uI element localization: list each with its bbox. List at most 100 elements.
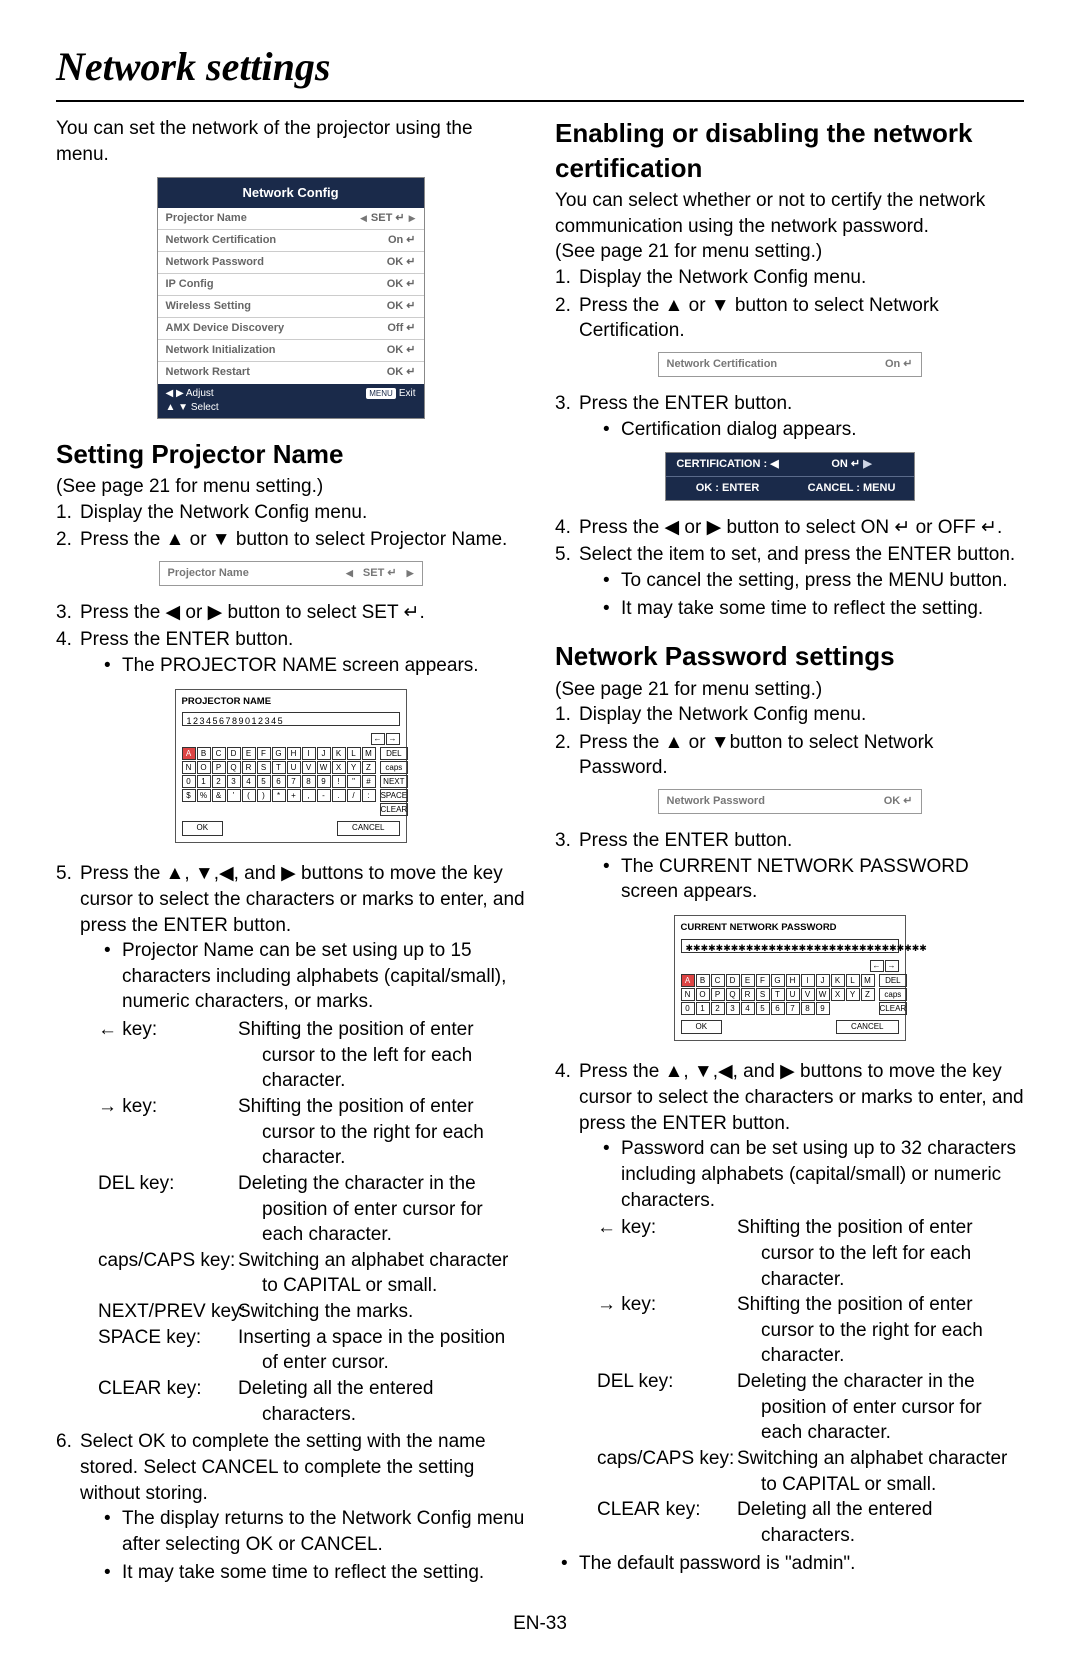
cert-step-4: 4.Press the ◀ or ▶ button to select ON ↵…: [555, 515, 1024, 541]
osk-side-key: CLEAR: [879, 1002, 908, 1015]
osk-key: G: [771, 974, 785, 987]
cert-ok: OK : ENTER: [666, 477, 790, 500]
cert-step-3-bullet: Certification dialog appears.: [579, 417, 1024, 443]
osk-left-icon: ←: [371, 733, 385, 745]
cert-label: CERTIFICATION : ◀: [666, 453, 790, 476]
pw-step-4: 4.Press the ▲, ▼,◀, and ▶ buttons to mov…: [555, 1059, 1024, 1548]
nc-footer: ◀ ▶ Adjust ▲ ▼ Select MENUExit: [158, 384, 424, 418]
cert-see: (See page 21 for menu setting.): [555, 239, 1024, 265]
key-row: SPACE key:Inserting a space in the posit…: [122, 1325, 525, 1376]
key-row: NEXT/PREV key:Switching the marks.: [122, 1299, 525, 1325]
osk-key: W: [816, 988, 830, 1001]
osk-key: Y: [846, 988, 860, 1001]
osk-key: ,: [302, 789, 316, 802]
right-column: Enabling or disabling the network certif…: [555, 116, 1024, 1587]
osk-key: ": [347, 775, 361, 788]
mini-cert-label: Network Certification: [667, 357, 885, 372]
pw-right-icon: →: [885, 960, 899, 972]
osk-key: ): [257, 789, 271, 802]
cert-step-1: 1.Display the Network Config menu.: [555, 265, 1024, 291]
osk-key: H: [287, 747, 301, 760]
cert-step-5-b1: To cancel the setting, press the MENU bu…: [579, 568, 1024, 594]
osk-key: 6: [272, 775, 286, 788]
mini-pw-value: OK ↵: [884, 794, 913, 809]
osk-key: Z: [861, 988, 875, 1001]
osk-key: !: [332, 775, 346, 788]
osk-field: 123456789012345: [182, 712, 400, 726]
step-2: 2.Press the ▲ or ▼ button to select Proj…: [56, 527, 525, 553]
osk-key: 1: [696, 1002, 710, 1015]
osk-key: &: [212, 789, 226, 802]
osk-key: .: [332, 789, 346, 802]
osk-key: ': [227, 789, 241, 802]
osk-key: B: [197, 747, 211, 760]
page-title: Network settings: [56, 40, 1024, 102]
key-row: CLEAR key:Deleting all the entered chara…: [621, 1497, 1024, 1548]
osk-key: E: [741, 974, 755, 987]
osk-side-key: DEL: [380, 747, 409, 760]
osk-key: K: [332, 747, 346, 760]
osk-key: O: [696, 988, 710, 1001]
osk-key: L: [846, 974, 860, 987]
osk-key: 3: [726, 1002, 740, 1015]
mini-label: Projector Name: [168, 566, 342, 581]
nc-footer-select: ▲ ▼ Select: [166, 401, 367, 415]
password-osk: CURRENT NETWORK PASSWORD ✱✱✱✱✱✱✱✱✱✱✱✱✱✱✱…: [674, 915, 906, 1042]
osk-key: 0: [182, 775, 196, 788]
pw-osk-title: CURRENT NETWORK PASSWORD: [681, 922, 899, 935]
key-row: DEL key:Deleting the character in the po…: [122, 1171, 525, 1248]
cert-cancel: CANCEL : MENU: [790, 477, 914, 500]
step-6-bullet-1: The display returns to the Network Confi…: [80, 1506, 525, 1557]
osk-key: R: [741, 988, 755, 1001]
nc-row: AMX Device DiscoveryOff ↵: [158, 318, 424, 340]
key-row: CLEAR key:Deleting all the entered chara…: [122, 1376, 525, 1427]
osk-key: T: [771, 988, 785, 1001]
osk-key: S: [756, 988, 770, 1001]
network-config-panel: Network Config Projector Name◀SET ↵▶Netw…: [157, 177, 425, 419]
projector-name-osk: PROJECTOR NAME 123456789012345 ←→ ABCDEF…: [175, 689, 407, 844]
mini-cert-value: On ↵: [885, 357, 913, 372]
osk-key: A: [182, 747, 196, 760]
osk-key: Y: [347, 761, 361, 774]
osk-key: M: [861, 974, 875, 987]
osk-side-key: NEXT: [380, 775, 409, 788]
osk-side-key: caps: [380, 761, 409, 774]
section-cert: Enabling or disabling the network certif…: [555, 116, 1024, 186]
osk-key: 1: [197, 775, 211, 788]
nc-header: Network Config: [158, 178, 424, 208]
osk-ok: OK: [182, 821, 224, 836]
osk-key: *: [272, 789, 286, 802]
osk-key: A: [681, 974, 695, 987]
left-arrow-icon: ◀: [346, 567, 353, 579]
osk-key: P: [711, 988, 725, 1001]
pw-osk-ok: OK: [681, 1020, 723, 1035]
pw-step-3-bullet: The CURRENT NETWORK PASSWORD screen appe…: [579, 854, 1024, 905]
osk-key: V: [302, 761, 316, 774]
key-row: caps/CAPS key:Switching an alphabet char…: [122, 1248, 525, 1299]
osk-key: 2: [212, 775, 226, 788]
intro-text: You can set the network of the projector…: [56, 116, 525, 167]
osk-key: (: [242, 789, 256, 802]
nc-row: Network RestartOK ↵: [158, 362, 424, 384]
cert-intro: You can select whether or not to certify…: [555, 188, 1024, 239]
cert-step-5-b2: It may take some time to reflect the set…: [579, 596, 1024, 622]
osk-key: S: [257, 761, 271, 774]
section-projector-name: Setting Projector Name: [56, 437, 525, 472]
step-6: 6.Select OK to complete the setting with…: [56, 1429, 525, 1585]
osk-key: 3: [227, 775, 241, 788]
menu-box: MENU: [366, 388, 396, 399]
mini-password: Network Password OK ↵: [658, 789, 922, 814]
nc-row: Network InitializationOK ↵: [158, 340, 424, 362]
osk-key: L: [347, 747, 361, 760]
step-5: 5.Press the ▲, ▼,◀, and ▶ buttons to mov…: [56, 861, 525, 1427]
osk-title: PROJECTOR NAME: [182, 696, 400, 709]
cert-step-3: 3.Press the ENTER button. Certification …: [555, 391, 1024, 442]
right-arrow-icon: ▶: [407, 567, 414, 579]
osk-key: X: [831, 988, 845, 1001]
osk-key: D: [726, 974, 740, 987]
mini-projector-name: Projector Name ◀SET ↵▶: [159, 561, 423, 586]
key-row: → key:Shifting the position of enter cur…: [122, 1094, 525, 1171]
step-5-bullet: Projector Name can be set using up to 15…: [80, 938, 525, 1015]
page-number: EN-33: [56, 1611, 1024, 1637]
osk-key: 0: [681, 1002, 695, 1015]
